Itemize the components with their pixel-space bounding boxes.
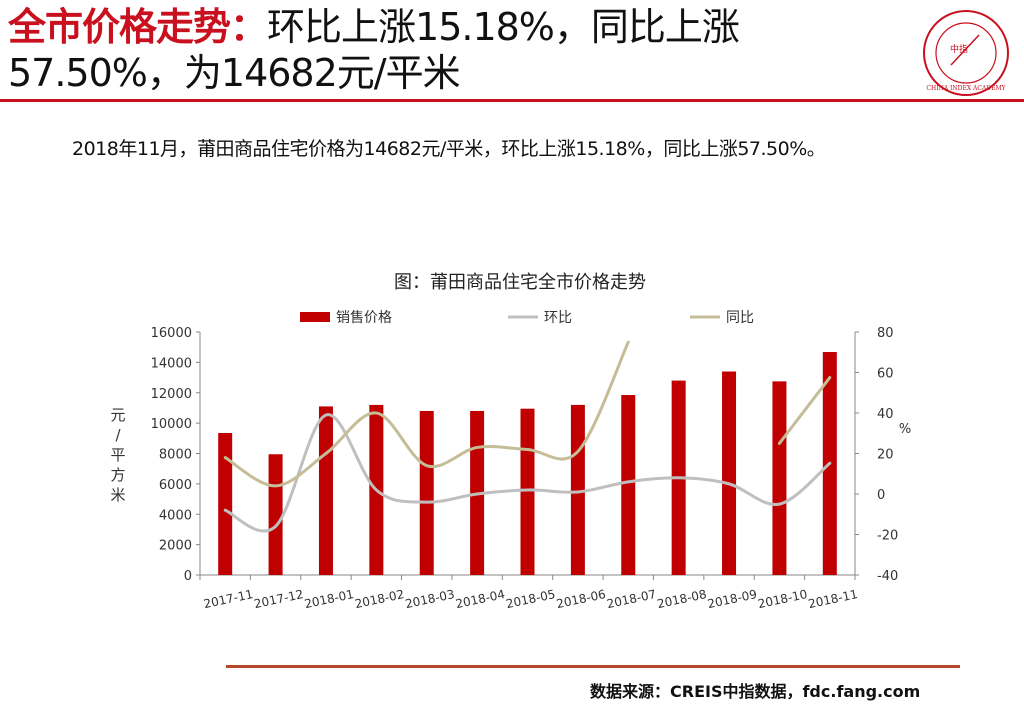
footer-divider [226, 665, 960, 668]
line-yoy [223, 340, 630, 488]
x-axis-tick-label: 2018-06 [555, 587, 607, 611]
right-axis-tick-label: 0 [877, 488, 885, 503]
x-axis-tick-label: 2017-12 [253, 587, 305, 611]
chart-lines [223, 340, 832, 533]
logo-ring-text: CHINA INDEX ACADEMY [926, 85, 1006, 92]
legend-label: 环比 [544, 310, 572, 326]
line-yoy [777, 376, 832, 445]
left-axis-label-char: 平 [110, 446, 125, 464]
x-axis-tick-label: 2018-10 [757, 587, 809, 611]
left-axis-tick-label: 16000 [151, 326, 192, 341]
left-axis-tick-label: 2000 [159, 539, 192, 554]
bar-price [722, 371, 737, 575]
x-axis-tick-label: 2018-11 [807, 587, 859, 611]
x-axis-tick-label: 2018-05 [505, 587, 557, 611]
legend-swatch-price [300, 312, 330, 322]
data-source: 数据来源：CREIS中指数据，fdc.fang.com [590, 682, 921, 701]
x-axis-tick-label: 2018-04 [454, 587, 506, 611]
line-mom [223, 413, 832, 533]
right-axis-label: % [899, 422, 911, 437]
chart-title: 图：莆田商品住宅全市价格走势 [394, 272, 646, 293]
x-axis-tick-label: 2017-11 [202, 587, 254, 611]
left-axis-tick-label: 10000 [151, 417, 192, 432]
summary-text: 2018年11月，莆田商品住宅价格为14682元/平米，环比上涨15.18%，同… [72, 138, 826, 160]
x-axis-tick-label: 2018-09 [706, 587, 758, 611]
left-axis-tick-label: 14000 [151, 356, 192, 371]
left-axis-label-char: 元 [110, 406, 125, 424]
bar-price [268, 454, 283, 575]
bar-price [218, 432, 233, 575]
left-axis-tick-label: 8000 [159, 448, 192, 463]
legend-label: 销售价格 [336, 310, 392, 326]
right-axis-tick-label: 20 [877, 448, 894, 463]
bar-price [772, 381, 787, 575]
x-axis-tick-label: 2018-01 [303, 587, 355, 611]
price-trend-chart: 图：莆田商品住宅全市价格走势 销售价格 环比 同比 0 2000 4000 6000 800… [90, 262, 970, 627]
left-axis-tick-label: 6000 [159, 478, 192, 493]
logo-seal-icon: 中指 CHINA INDEX ACADEMY [923, 10, 1009, 96]
left-axis-label-char: / [115, 426, 121, 444]
right-axis-tick-label: 40 [877, 407, 894, 422]
page-title-rest: 环比上涨15.18%，同比上涨57.50%，为14682元/平米 [8, 5, 740, 95]
chart-svg: 图：莆田商品住宅全市价格走势 销售价格 环比 同比 0200040006000800… [110, 272, 911, 611]
right-axis-tick-label: 60 [877, 367, 894, 382]
legend-label: 同比 [726, 310, 754, 326]
x-axis-tick-label: 2018-08 [656, 587, 708, 611]
chart-bars [218, 352, 837, 575]
bar-price [621, 395, 636, 575]
right-axis-tick-label: -20 [877, 529, 898, 544]
bar-price [520, 408, 535, 575]
right-axis-tick-label: 80 [877, 326, 894, 341]
bar-price [419, 410, 434, 575]
logo-center-text: 中指 [950, 43, 968, 55]
left-axis-label-char: 方 [110, 466, 125, 484]
china-index-academy-logo: 中指 CHINA INDEX ACADEMY [921, 8, 1011, 98]
x-axis-tick-label: 2018-07 [605, 587, 657, 611]
x-axis-tick-label: 2018-02 [354, 587, 406, 611]
x-axis-tick-label: 2018-03 [404, 587, 456, 611]
left-axis-tick-label: 12000 [151, 387, 192, 402]
bar-price [318, 406, 333, 575]
right-axis-tick-label: -40 [877, 569, 898, 584]
title-divider [0, 99, 1024, 102]
page-title-highlight: 全市价格走势： [8, 5, 268, 49]
left-axis-label-char: 米 [110, 486, 125, 504]
page-title: 全市价格走势：环比上涨15.18%，同比上涨57.50%，为14682元/平米 [8, 4, 888, 96]
left-axis-tick-label: 0 [184, 569, 192, 584]
left-axis-tick-label: 4000 [159, 508, 192, 523]
chart-legend: 销售价格 环比 同比 [300, 310, 754, 326]
